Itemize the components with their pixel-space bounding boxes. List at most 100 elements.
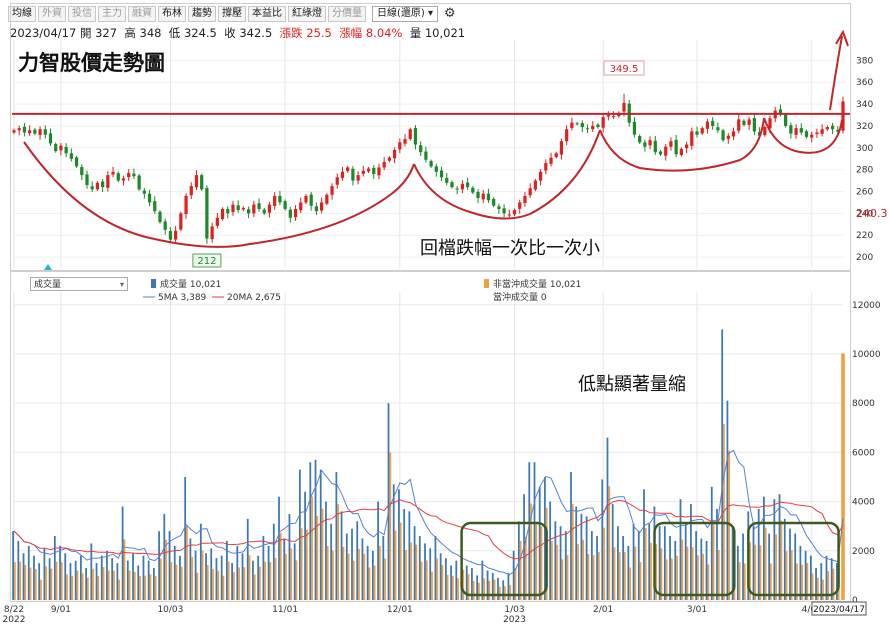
quote-line: 2023/04/17 開 327 高 348 低 324.5 收 342.5 漲… — [10, 25, 465, 41]
gear-icon[interactable]: ⚙ — [444, 6, 456, 21]
candle-body — [570, 122, 574, 128]
period-select[interactable]: 日線(還原) ▾ — [372, 6, 439, 22]
non-daytrade-bar — [248, 555, 251, 600]
candle-body — [518, 202, 522, 209]
volume-bar — [825, 555, 828, 600]
volume-bar — [90, 543, 93, 600]
candle-body — [236, 205, 240, 211]
candle-body — [768, 118, 772, 129]
non-daytrade-bar — [775, 534, 777, 600]
volume-bar — [69, 563, 72, 600]
quote-low-label: 低 — [168, 26, 181, 40]
volume-bar — [325, 501, 327, 600]
volume-bar — [533, 462, 536, 600]
toolbar-button-7[interactable]: 撐壓 — [218, 6, 246, 22]
volume-bar — [179, 555, 181, 600]
volume-bar — [830, 558, 833, 600]
volume-bar — [319, 469, 322, 600]
toolbar-button-2[interactable]: 投信 — [68, 6, 96, 22]
candle-body — [643, 142, 647, 147]
volume-bar — [356, 521, 359, 600]
volume-bar — [752, 526, 755, 600]
non-daytrade-bar — [801, 564, 804, 600]
trend-arc — [599, 117, 765, 172]
volume-bar — [27, 545, 30, 600]
non-daytrade-bar — [253, 574, 256, 600]
volume-bar — [674, 540, 677, 600]
non-daytrade-bar — [144, 575, 147, 600]
toolbar-button-3[interactable]: 主力 — [98, 6, 126, 22]
toolbar-button-0[interactable]: 均線 — [8, 6, 36, 22]
non-daytrade-bar — [566, 555, 569, 600]
non-daytrade-bar — [665, 559, 668, 600]
toolbar-button-8[interactable]: 本益比 — [248, 6, 286, 22]
candle-body — [137, 175, 141, 190]
price-y-tick: 280 — [856, 166, 873, 176]
volume-bar — [596, 536, 598, 600]
volume-bar — [700, 538, 703, 600]
toolbar-button-4[interactable]: 融資 — [128, 6, 156, 22]
volume-bar — [283, 538, 286, 600]
toolbar-button-6[interactable]: 趨勢 — [188, 6, 216, 22]
toolbar-button-9[interactable]: 紅綠燈 — [288, 6, 326, 22]
non-daytrade-bar — [712, 520, 715, 600]
non-daytrade-bar — [504, 586, 506, 600]
non-daytrade-bar — [107, 570, 110, 600]
volume-bar — [789, 528, 791, 600]
candle-body — [95, 182, 100, 190]
non-daytrade-bar — [316, 515, 319, 600]
candle-body — [638, 136, 642, 143]
non-daytrade-bar — [40, 579, 42, 600]
toolbar-button-10[interactable]: 分價量 — [328, 6, 366, 22]
volume-bar — [163, 513, 166, 600]
non-daytrade-bar — [97, 576, 100, 600]
low-label: 212 — [197, 256, 216, 267]
volume-note: 低點顯著量縮 — [578, 374, 686, 395]
volume-bar — [366, 545, 369, 600]
non-daytrade-bar — [399, 522, 402, 600]
non-daytrade-bar — [66, 574, 68, 600]
candle-body — [502, 208, 506, 214]
non-daytrade-bar — [754, 544, 757, 600]
non-daytrade-bar — [457, 578, 459, 600]
volume-bar — [345, 533, 348, 600]
candle-body — [559, 141, 564, 155]
volume-bar — [434, 536, 437, 600]
candle-body — [43, 129, 47, 135]
legend-nondaytrade-swatch — [484, 279, 489, 288]
volume-y-tick: 10000 — [852, 350, 881, 360]
candle-body — [481, 193, 485, 200]
candle-body — [565, 129, 569, 142]
candle-body — [200, 175, 204, 190]
candle-body — [460, 183, 465, 190]
legend-ma20: 20MA 2,675 — [227, 293, 281, 303]
x-tick-label: 9/01 — [51, 605, 71, 615]
volume-bar — [403, 508, 406, 600]
volume-bar — [559, 526, 562, 600]
trend-arc — [763, 117, 843, 154]
toolbar-button-1[interactable]: 外資 — [38, 6, 66, 22]
volume-bar — [710, 486, 713, 600]
non-daytrade-bar — [749, 542, 751, 600]
non-daytrade-bar — [425, 560, 428, 600]
volume-bar — [418, 536, 421, 600]
volume-bar — [116, 563, 119, 600]
non-daytrade-bar — [790, 550, 793, 600]
volume-bar — [783, 518, 786, 600]
candle-body — [445, 177, 449, 183]
non-daytrade-bar — [686, 546, 689, 600]
toolbar-button-5[interactable]: 布林 — [158, 6, 186, 22]
volume-indicator-select[interactable]: 成交量 ▾ — [30, 277, 128, 291]
candle-body — [486, 193, 491, 201]
candle-body — [12, 130, 16, 133]
volume-bar — [455, 560, 458, 600]
candle-body — [299, 202, 303, 211]
volume-bar — [225, 540, 228, 600]
candle-body — [669, 141, 673, 147]
non-daytrade-bar — [655, 543, 658, 600]
non-daytrade-bar — [14, 562, 16, 600]
candle-body — [596, 124, 600, 128]
quote-pct-label: 漲幅 — [339, 26, 363, 40]
volume-bar — [309, 462, 312, 600]
non-daytrade-bar — [822, 579, 824, 600]
